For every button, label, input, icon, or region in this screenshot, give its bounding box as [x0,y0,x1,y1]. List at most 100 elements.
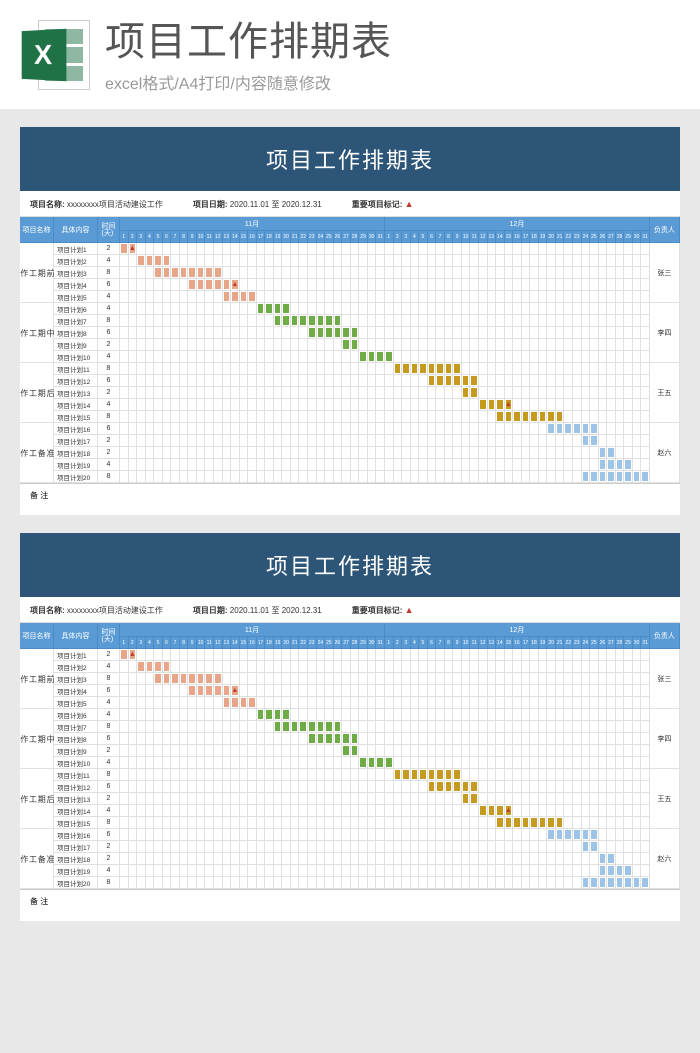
day-cell [274,853,283,865]
day-cell [351,375,360,387]
day-cell [368,327,377,339]
day-cell [120,781,129,793]
day-cell [214,745,223,757]
day-cell [462,279,471,291]
day-cell [317,853,326,865]
day-cell [214,661,223,673]
meta-marker: 重要项目标记: ▲ [352,605,414,616]
day-cell [419,769,428,781]
day-cell [624,709,633,721]
day-cell [325,733,334,745]
day-cell [351,471,360,483]
day-cell [188,721,197,733]
day-cell [129,471,138,483]
day-cell [188,781,197,793]
day-cell [505,817,514,829]
day-cell [564,697,573,709]
gantt-bar [454,376,460,385]
day-cell [154,255,163,267]
day-cell [334,363,343,375]
day-cell [291,399,300,411]
day-header: 8 [180,231,189,243]
day-cell [154,363,163,375]
day-cell [154,769,163,781]
gantt-bar [283,710,289,719]
day-cell [317,661,326,673]
month1-header: 11月 [120,623,385,637]
day-cell [599,435,608,447]
gantt-bar [583,472,589,481]
day-header: 23 [573,231,582,243]
day-cell [419,291,428,303]
day-cell [154,817,163,829]
day-cell [334,351,343,363]
day-cell [240,387,249,399]
day-cell [317,279,326,291]
gantt-bar [189,280,195,289]
day-cell [564,793,573,805]
day-cell [479,649,488,661]
day-cell [624,769,633,781]
day-cell [188,817,197,829]
day-cell [616,243,625,255]
day-cell [231,661,240,673]
day-cell [419,471,428,483]
day-cell [633,829,642,841]
day-cell [599,817,608,829]
day-cell [385,841,394,853]
day-cell [197,805,206,817]
day-cell [616,303,625,315]
day-cell [180,399,189,411]
day-header: 22 [564,231,573,243]
day-cell [137,841,146,853]
day-cell [359,709,368,721]
day-cell [257,817,266,829]
gantt-bar [215,686,221,695]
day-cell [582,351,591,363]
day-cell [436,459,445,471]
day-cell [368,805,377,817]
task-cell: 项目计划13 [54,387,98,399]
day-cell [453,447,462,459]
day-cell [154,471,163,483]
day-cell [282,339,291,351]
gantt-bar [600,878,606,887]
day-cell [607,673,616,685]
day-cell [214,411,223,423]
day-cell [240,399,249,411]
day-cell [308,877,317,889]
day-cell [530,877,539,889]
day-cell [419,279,428,291]
day-cell [513,423,522,435]
day-cell [265,769,274,781]
day-cell [573,649,582,661]
day-cell [445,817,454,829]
phase-cell: 后 期 工 作 [20,363,54,423]
day-cell [317,291,326,303]
milestone-flag-icon: ▲ [129,650,136,657]
day-cell [590,243,599,255]
day-header: 27 [342,637,351,649]
day-cell [146,315,155,327]
day-cell [308,709,317,721]
day-cell [274,841,283,853]
day-cell [299,351,308,363]
day-cell [556,267,565,279]
day-cell [564,255,573,267]
day-cell [188,745,197,757]
day-cell [334,291,343,303]
duration-cell: 4 [98,661,120,673]
day-cell [223,805,232,817]
day-cell [299,733,308,745]
day-cell [530,351,539,363]
day-cell [368,757,377,769]
day-cell [462,865,471,877]
day-cell [462,327,471,339]
day-cell [146,661,155,673]
day-cell [291,721,300,733]
day-cell [274,315,283,327]
day-cell [257,435,266,447]
day-cell [376,399,385,411]
day-cell [385,399,394,411]
day-cell [539,757,548,769]
